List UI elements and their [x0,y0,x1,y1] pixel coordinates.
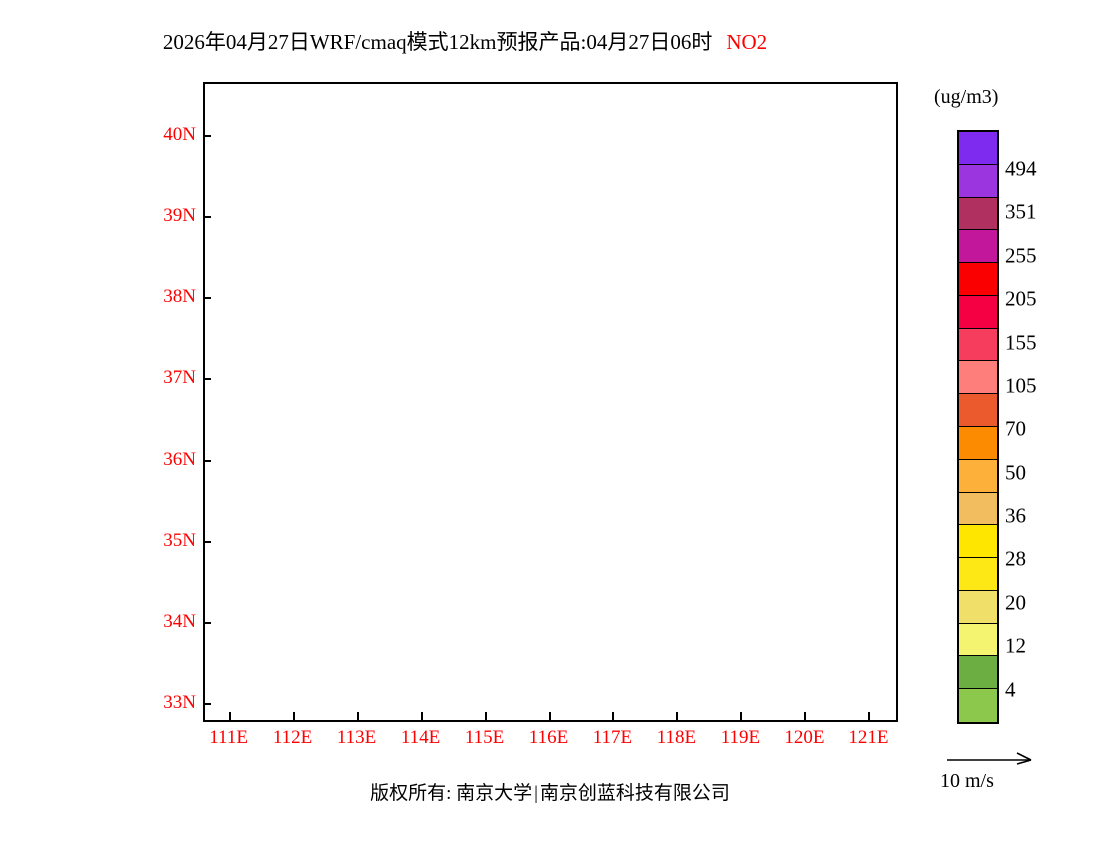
colorbar-label-494: 494 [1005,156,1037,181]
latitude-tick-38N [203,297,211,300]
colorbar-band-15 [959,623,997,657]
colorbar-label-351: 351 [1005,199,1037,224]
longitude-label-113E: 113E [336,727,377,748]
colorbar-label-12: 12 [1005,633,1026,658]
longitude-label-116E: 116E [528,727,569,748]
colorbar-band-7 [959,361,997,395]
latitude-label-37N: 37N [163,367,196,389]
latitude-label-36N: 36N [163,448,196,470]
longitude-tick-115E [484,712,487,721]
longitude-label-112E: 112E [272,727,313,748]
colorbar-band-14 [959,590,997,624]
colorbar-label-70: 70 [1005,416,1026,441]
latitude-tick-34N [203,622,211,625]
latitude-tick-39N [203,216,211,219]
longitude-label-118E: 118E [656,727,697,748]
colorbar-band-3 [959,230,997,264]
colorbar-label-4: 4 [1005,677,1016,702]
footer-separator: | [534,783,538,804]
longitude-axis-ticks [203,712,898,722]
colorbar-band-16 [959,656,997,690]
forecast-map-plot[interactable] [203,82,898,722]
colorbar-band-0 [959,132,997,165]
colorbar-band-13 [959,558,997,591]
longitude-label-115E: 115E [464,727,505,748]
longitude-axis-labels: 111E 112E 113E 114E 115E 116E 117E 118E 119E 120E… [203,728,898,754]
colorbar-band-5 [959,295,997,329]
longitude-tick-113E [356,712,359,721]
longitude-tick-114E [420,712,423,721]
latitude-axis-labels: 40N 39N 38N 37N 36N 35N 34N 33N [140,82,196,722]
colorbar-label-36: 36 [1005,503,1026,528]
colorbar [957,130,999,724]
colorbar-tick-labels: 494 351 255 205 155 105 70 50 36 28 20 12 4 [1005,130,1095,724]
latitude-axis-ticks [203,82,213,722]
longitude-tick-117E [612,712,615,721]
latitude-tick-35N [203,540,211,543]
colorbar-band-10 [959,459,997,493]
colorbar-band-1 [959,164,997,198]
wind-scale-label: 10 m/s [940,770,994,792]
longitude-label-111E: 111E [209,727,248,748]
latitude-tick-37N [203,378,211,381]
page-title: 2026年04月27日WRF/cmaq模式12km预报产品:04月27日06时 N… [0,26,930,56]
copyright-footer: 版权所有: 南京大学 | 南京创蓝科技有限公司 [0,778,1100,805]
colorbar-band-6 [959,328,997,362]
colorbar-band-12 [959,525,997,559]
longitude-tick-118E [676,712,679,721]
latitude-tick-36N [203,459,211,462]
colorbar-band-4 [959,263,997,296]
longitude-label-117E: 117E [592,727,633,748]
longitude-tick-121E [868,712,871,721]
title-text: 2026年04月27日WRF/cmaq模式12km预报产品:04月27日06时 [162,30,713,54]
colorbar-label-105: 105 [1005,373,1037,398]
footer-right: 南京创蓝科技有限公司 [539,783,730,804]
colorbar-label-205: 205 [1005,286,1037,311]
colorbar-band-17 [959,689,997,722]
latitude-label-35N: 35N [163,529,196,551]
footer-left: 版权所有: 南京大学 [370,783,533,804]
colorbar-label-155: 155 [1005,330,1037,355]
colorbar-label-28: 28 [1005,546,1026,571]
species-label: NO2 [726,30,768,54]
colorbar-label-50: 50 [1005,460,1026,485]
map-canvas [205,84,896,720]
longitude-tick-111E [228,712,231,721]
longitude-tick-116E [548,712,551,721]
latitude-label-39N: 39N [163,205,196,227]
longitude-tick-112E [292,712,295,721]
colorbar-band-9 [959,427,997,460]
latitude-label-33N: 33N [163,692,196,714]
latitude-label-34N: 34N [163,611,196,633]
wind-scale-key: 10 m/s [940,748,1090,798]
colorbar-band-11 [959,492,997,526]
longitude-tick-120E [804,712,807,721]
colorbar-band-8 [959,394,997,427]
latitude-tick-33N [203,703,211,706]
longitude-label-121E: 121E [848,727,889,748]
longitude-tick-119E [740,712,743,721]
colorbar-unit-label: (ug/m3) [934,86,999,108]
colorbar-label-20: 20 [1005,590,1026,615]
longitude-label-119E: 119E [720,727,761,748]
colorbar-label-255: 255 [1005,243,1037,268]
wind-arrow-icon [947,752,1032,765]
colorbar-band-2 [959,197,997,231]
longitude-label-114E: 114E [400,727,441,748]
latitude-label-38N: 38N [163,286,196,308]
latitude-label-40N: 40N [163,123,196,145]
latitude-tick-40N [203,134,211,137]
longitude-label-120E: 120E [784,727,825,748]
